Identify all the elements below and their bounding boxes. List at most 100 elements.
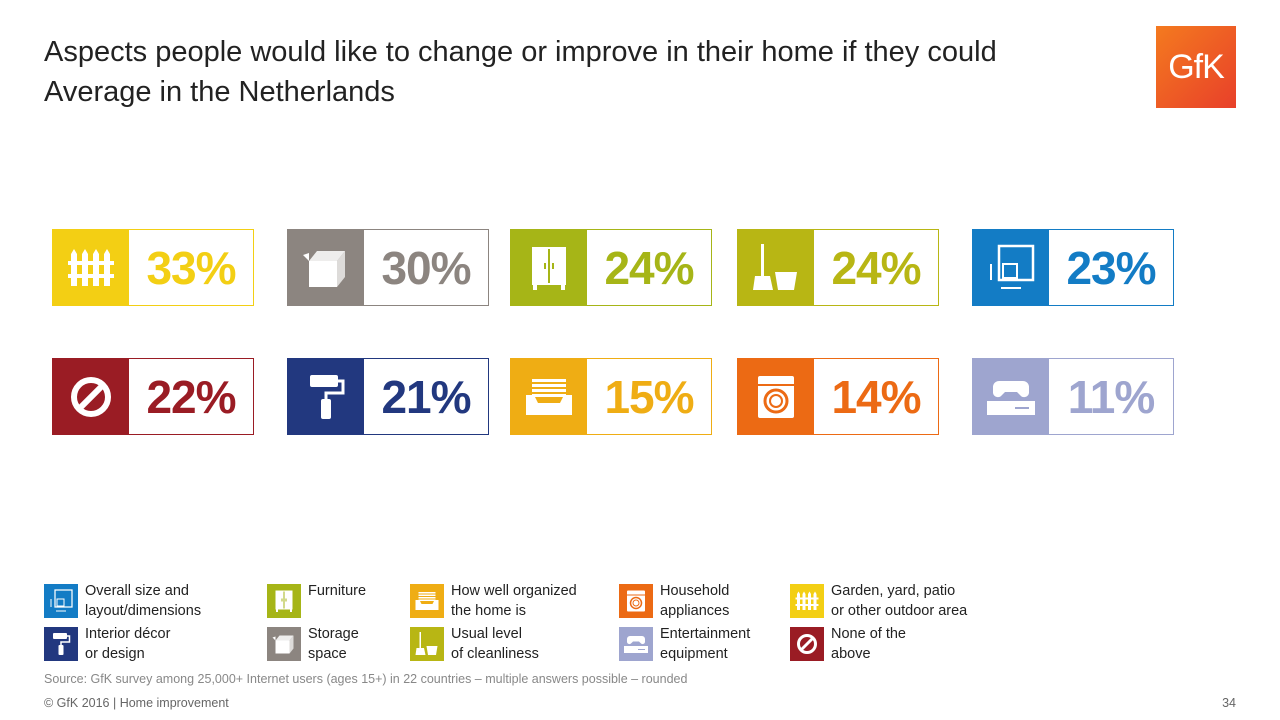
tile-percentage: 33%	[146, 241, 236, 294]
footer-text: © GfK 2016 | Home improvement	[44, 696, 229, 710]
legend-label-line-2: the home is	[451, 602, 526, 619]
drawer-icon	[524, 377, 574, 417]
tile-icon-box	[738, 230, 814, 305]
tile-icon-box	[973, 359, 1049, 434]
legend-swatch	[410, 627, 444, 661]
tile-percentage: 24%	[604, 241, 694, 294]
title-line-1: Aspects people would like to change or i…	[44, 36, 997, 68]
legend-swatch	[410, 584, 444, 618]
tile-icon-box	[511, 230, 587, 305]
prohibited-icon	[69, 375, 113, 419]
legend-label: Overall size and layout/dimensions	[85, 582, 285, 621]
stat-tile: 21%	[287, 358, 489, 435]
box-icon	[272, 634, 296, 655]
legend-label-line-2: equipment	[660, 645, 728, 662]
page-title: Aspects people would like to change or i…	[44, 32, 997, 112]
tile-percentage: 15%	[604, 370, 694, 423]
stat-tile: 14%	[737, 358, 939, 435]
tile-icon-box	[973, 230, 1049, 305]
fence-icon	[68, 248, 114, 288]
prohibited-icon	[796, 633, 818, 655]
stat-tile: 24%	[510, 229, 712, 306]
page-number: 34	[1222, 696, 1236, 710]
tile-percentage: 11%	[1067, 370, 1156, 423]
box-icon	[303, 247, 349, 289]
legend-label: Furniture	[308, 582, 508, 602]
legend-label-line-1: Furniture	[308, 583, 367, 599]
legend-label-line-1: Entertainment	[660, 626, 751, 642]
legend-item: Overall size and layout/dimensions	[44, 582, 214, 622]
legend-label-line-1: Interior décor	[85, 626, 171, 642]
tile-percentage: 24%	[831, 241, 921, 294]
legend-label: Household appliances	[660, 582, 860, 621]
legend-item: Furniture	[267, 582, 437, 622]
legend-label-line-2: or design	[85, 645, 145, 662]
stat-tile: 11%	[972, 358, 1174, 435]
tile-icon-box	[511, 359, 587, 434]
stat-tile: 23%	[972, 229, 1174, 306]
paint-roller-icon	[51, 632, 71, 656]
legend-label-line-1: Storage	[308, 626, 359, 642]
legend-label: None of the above	[831, 625, 1031, 664]
legend-label: Garden, yard, patio or other outdoor area	[831, 582, 1031, 621]
legend-label-line-1: Overall size and	[85, 583, 189, 599]
tile-icon-box	[738, 359, 814, 434]
legend-item: None of the above	[790, 625, 960, 665]
stat-tile: 30%	[287, 229, 489, 306]
fence-icon	[795, 591, 819, 611]
stat-tile: 15%	[510, 358, 712, 435]
legend-swatch	[619, 584, 653, 618]
wardrobe-icon	[274, 590, 294, 613]
legend-item: How well organized the home is	[410, 582, 580, 622]
game-console-icon	[985, 377, 1037, 417]
tile-percentage: 23%	[1066, 241, 1156, 294]
drawer-icon	[415, 591, 440, 611]
legend-swatch	[44, 627, 78, 661]
legend-swatch	[267, 627, 301, 661]
game-console-icon	[623, 634, 649, 654]
tile-percentage: 22%	[146, 370, 236, 423]
legend-label: How well organized the home is	[451, 582, 651, 621]
legend-label-line-1: None of the	[831, 626, 906, 642]
legend-label-line-2: of cleanliness	[451, 645, 539, 662]
broom-bucket-icon	[415, 632, 439, 656]
legend-item: Garden, yard, patio or other outdoor area	[790, 582, 967, 622]
floor-plan-icon	[49, 589, 73, 613]
tile-icon-box	[53, 359, 129, 434]
source-note: Source: GfK survey among 25,000+ Interne…	[44, 672, 688, 686]
legend-label-line-2: above	[831, 645, 871, 662]
legend-label-line-1: Household	[660, 583, 730, 599]
washing-machine-icon	[626, 590, 647, 613]
legend-item: Household appliances	[619, 582, 789, 622]
legend-swatch	[44, 584, 78, 618]
legend-label-line-1: How well organized	[451, 583, 577, 599]
paint-roller-icon	[306, 373, 346, 421]
tile-icon-box	[288, 359, 364, 434]
legend-item: Entertainment equipment	[619, 625, 789, 665]
stat-tile: 22%	[52, 358, 254, 435]
stat-tile: 33%	[52, 229, 254, 306]
wardrobe-icon	[529, 245, 569, 291]
washing-machine-icon	[755, 374, 797, 420]
floor-plan-icon	[987, 244, 1035, 292]
legend-label: Interior décor or design	[85, 625, 285, 664]
legend-label: Storage space	[308, 625, 508, 664]
legend-label-line-2: layout/dimensions	[85, 602, 202, 619]
legend-label-line-1: Usual level	[451, 626, 522, 642]
tile-icon-box	[288, 230, 364, 305]
tile-percentage: 14%	[831, 370, 921, 423]
legend-item: Usual level of cleanliness	[410, 625, 580, 665]
legend-item: Storage space	[267, 625, 437, 665]
legend-label-line-2: appliances	[660, 602, 730, 619]
legend-label: Usual level of cleanliness	[451, 625, 651, 664]
legend-label-line-2: space	[308, 645, 347, 662]
legend-swatch	[619, 627, 653, 661]
title-line-2: Average in the Netherlands	[44, 76, 395, 108]
broom-bucket-icon	[753, 243, 799, 292]
legend-swatch	[267, 584, 301, 618]
legend-swatch	[790, 584, 824, 618]
tile-icon-box	[53, 230, 129, 305]
legend-item: Interior décor or design	[44, 625, 214, 665]
legend-label-line-1: Garden, yard, patio	[831, 583, 956, 599]
legend-swatch	[790, 627, 824, 661]
